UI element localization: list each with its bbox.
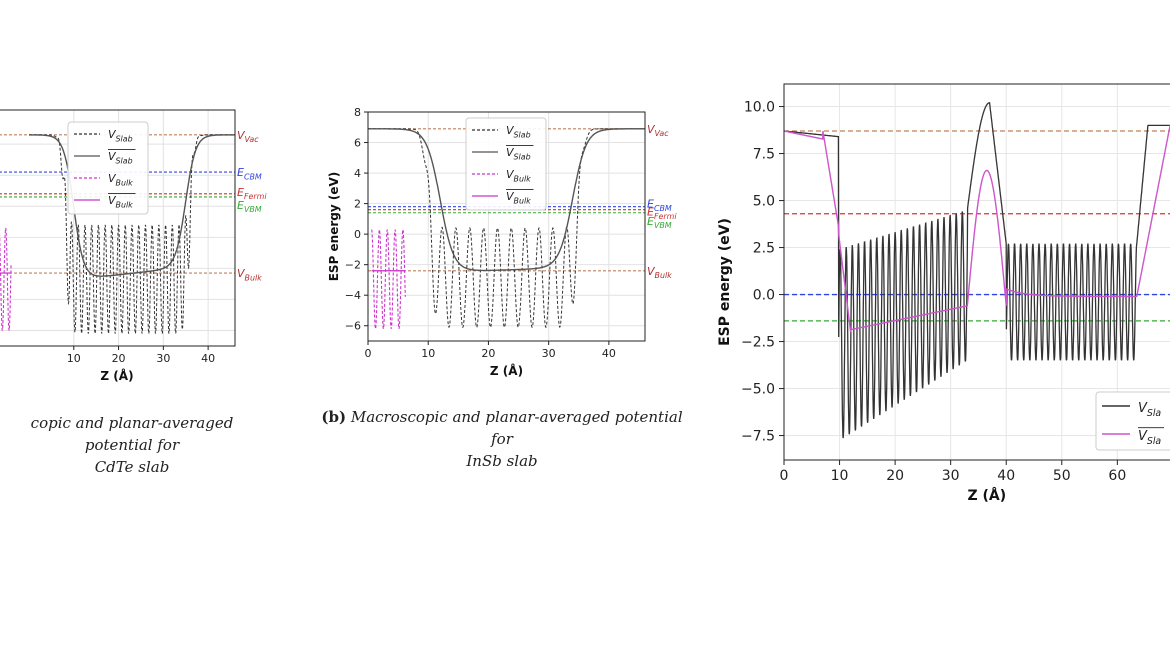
- y-tick-label-0: −6: [345, 320, 361, 333]
- y-tick-label-1: −5.0: [741, 382, 775, 398]
- x-tick-label-1: 10: [831, 468, 849, 484]
- x-tick-label-3: 30: [542, 347, 556, 360]
- legend-label-vslab: VSlab: [506, 124, 531, 139]
- x-tick-label-2: 20: [886, 468, 904, 484]
- legend-label-vslab-avg: VSla: [1138, 429, 1161, 447]
- level-label-vac: VVac: [237, 129, 259, 144]
- legend-label-vslab_avg: VSlab: [506, 146, 531, 161]
- legend-label-vslab_avg: VSlab: [108, 150, 133, 165]
- legend-label-vbulk: VBulk: [108, 172, 133, 187]
- x-tick-label-4: 40: [997, 468, 1015, 484]
- x-tick-label-2: 20: [481, 347, 495, 360]
- legend-label-vslab: VSlab: [108, 128, 133, 143]
- x-tick-label-2: 30: [156, 352, 170, 365]
- y-tick-label-2: −2.5: [741, 335, 775, 351]
- caption-b-text: Macroscopic and planar-averaged potentia…: [350, 408, 683, 448]
- legend-box: [465, 117, 547, 211]
- x-tick-label-1: 10: [421, 347, 435, 360]
- caption-b-tag: (b): [321, 408, 347, 426]
- series-vslab: [784, 102, 1170, 439]
- level-label-cbm: ECBM: [237, 166, 262, 181]
- series-vbulk: [0, 227, 12, 331]
- legend-box: [67, 121, 149, 215]
- y-axis-label: ESP energy (eV): [327, 172, 341, 282]
- series-vbulk: [371, 229, 406, 329]
- y-tick-label-4: 2.5: [753, 241, 775, 257]
- x-tick-label-1: 20: [112, 352, 126, 365]
- series-vslab-avg: [29, 134, 235, 277]
- level-label-bulk: VBulk: [647, 265, 672, 280]
- x-tick-label-5: 50: [1053, 468, 1071, 484]
- y-tick-label-5: 4: [354, 167, 361, 180]
- caption-a-line1: copic and planar-averaged potential for: [30, 414, 234, 454]
- x-axis-label: Z (Å): [490, 363, 523, 378]
- legend-label-vbulk_avg: VBulk: [506, 190, 531, 205]
- series-vslab: [29, 134, 235, 334]
- legend-label-vbulk: VBulk: [506, 168, 531, 183]
- x-tick-label-6: 60: [1108, 468, 1126, 484]
- chart-third: 0 10 20 30 40 50 60 −7.5 −5.0 −2.5 0.0 2.5 5.0 7.5 10.…: [717, 83, 1170, 504]
- caption-a: copic and planar-averaged potential for …: [0, 412, 264, 478]
- x-tick-label-0: 10: [67, 352, 81, 365]
- y-tick-label-7: 8: [354, 106, 361, 119]
- level-label-vac: VVac: [647, 123, 669, 138]
- y-tick-label-7: 10.0: [744, 100, 775, 116]
- y-axis-label: ESP energy (eV): [717, 218, 733, 346]
- legend-label-vslab: VSla: [1138, 401, 1161, 419]
- series-vslab-avg: [368, 128, 645, 272]
- level-label-cbm: ECBM: [647, 198, 672, 213]
- plot-frame: [0, 109, 236, 347]
- series-vslab: [368, 128, 645, 329]
- y-tick-label-2: −2: [345, 259, 361, 272]
- x-tick-label-3: 30: [942, 468, 960, 484]
- series-vslab-avg: [783, 124, 1170, 333]
- level-label-fermi: EFermi: [237, 186, 267, 201]
- x-axis-label: Z (Å): [967, 487, 1006, 504]
- caption-a-line2: CdTe slab: [94, 458, 170, 476]
- level-label-fermi: EFermi: [647, 206, 677, 221]
- legend-label-vbulk_avg: VBulk: [108, 194, 133, 209]
- x-tick-label-4: 40: [602, 347, 616, 360]
- y-tick-label-3: 0: [354, 228, 361, 241]
- y-tick-label-0: −7.5: [741, 429, 775, 445]
- caption-b: (b) Macroscopic and planar-averaged pote…: [320, 406, 684, 472]
- y-tick-label-3: 0.0: [753, 288, 775, 304]
- plot-frame: [783, 83, 1170, 461]
- caption-b-line1: (b) Macroscopic and planar-averaged pote…: [320, 406, 684, 450]
- x-tick-label-3: 40: [201, 352, 215, 365]
- y-tick-label-6: 7.5: [753, 147, 775, 163]
- level-label-vbm: EVBM: [647, 215, 672, 230]
- level-label-vbm: EVBM: [237, 199, 262, 214]
- x-tick-label-0: 0: [780, 468, 789, 484]
- y-tick-label-6: 6: [354, 137, 361, 150]
- y-tick-label-4: 2: [354, 198, 361, 211]
- level-label-bulk: VBulk: [237, 267, 262, 282]
- y-tick-label-1: −4: [345, 289, 361, 302]
- x-tick-label-0: 0: [365, 347, 372, 360]
- x-axis-label: Z (Å): [100, 368, 133, 383]
- plot-frame: [367, 111, 646, 342]
- caption-b-line2: InSb slab: [466, 452, 538, 470]
- y-tick-label-5: 5.0: [753, 194, 775, 210]
